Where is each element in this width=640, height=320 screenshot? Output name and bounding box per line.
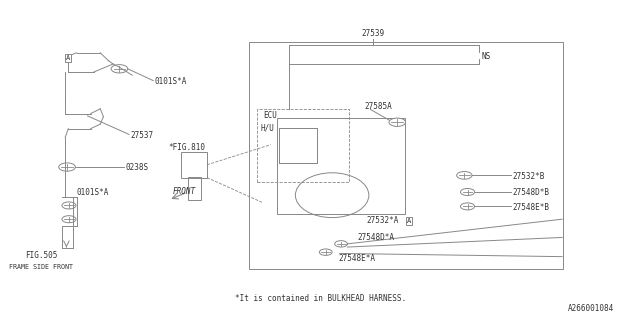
Text: 0101S*A: 0101S*A [154, 77, 187, 86]
Text: 27548D*A: 27548D*A [358, 233, 395, 242]
Text: A266001084: A266001084 [568, 304, 614, 313]
Bar [249, 42, 563, 269]
Text: 27537: 27537 [131, 131, 154, 140]
Text: FIG.505: FIG.505 [25, 251, 57, 260]
Text: FRONT: FRONT [172, 188, 196, 196]
Text: 27548E*B: 27548E*B [512, 203, 549, 212]
Circle shape [319, 249, 332, 255]
Circle shape [389, 118, 406, 126]
Text: NS: NS [481, 52, 491, 60]
Circle shape [111, 65, 128, 73]
Text: A: A [66, 55, 70, 60]
Circle shape [59, 163, 76, 171]
Text: 0238S: 0238S [125, 163, 148, 172]
Text: 27539: 27539 [362, 29, 385, 38]
Text: 27532*A: 27532*A [367, 216, 399, 225]
Text: *FIG.810: *FIG.810 [168, 143, 205, 152]
Circle shape [461, 188, 475, 196]
Text: A: A [406, 219, 411, 224]
Bar [279, 128, 317, 163]
Text: H/U: H/U [260, 124, 275, 132]
Bar [257, 109, 349, 182]
Bar [279, 128, 317, 163]
Text: ECU: ECU [263, 111, 277, 120]
Text: *It is contained in BULKHEAD HARNESS.: *It is contained in BULKHEAD HARNESS. [235, 294, 406, 303]
Bar [188, 177, 200, 200]
Circle shape [461, 203, 475, 210]
Text: FRAME SIDE FRONT: FRAME SIDE FRONT [9, 264, 73, 270]
Text: 27548E*A: 27548E*A [339, 254, 376, 263]
Circle shape [457, 172, 472, 179]
Text: 27585A: 27585A [364, 102, 392, 111]
Bar [277, 118, 405, 214]
Text: 0101S*A: 0101S*A [77, 188, 109, 197]
Circle shape [335, 241, 348, 247]
Circle shape [62, 216, 76, 223]
Text: 27548D*B: 27548D*B [512, 188, 549, 197]
Bar [181, 152, 207, 178]
Text: 27532*B: 27532*B [512, 172, 545, 180]
Circle shape [62, 202, 76, 209]
